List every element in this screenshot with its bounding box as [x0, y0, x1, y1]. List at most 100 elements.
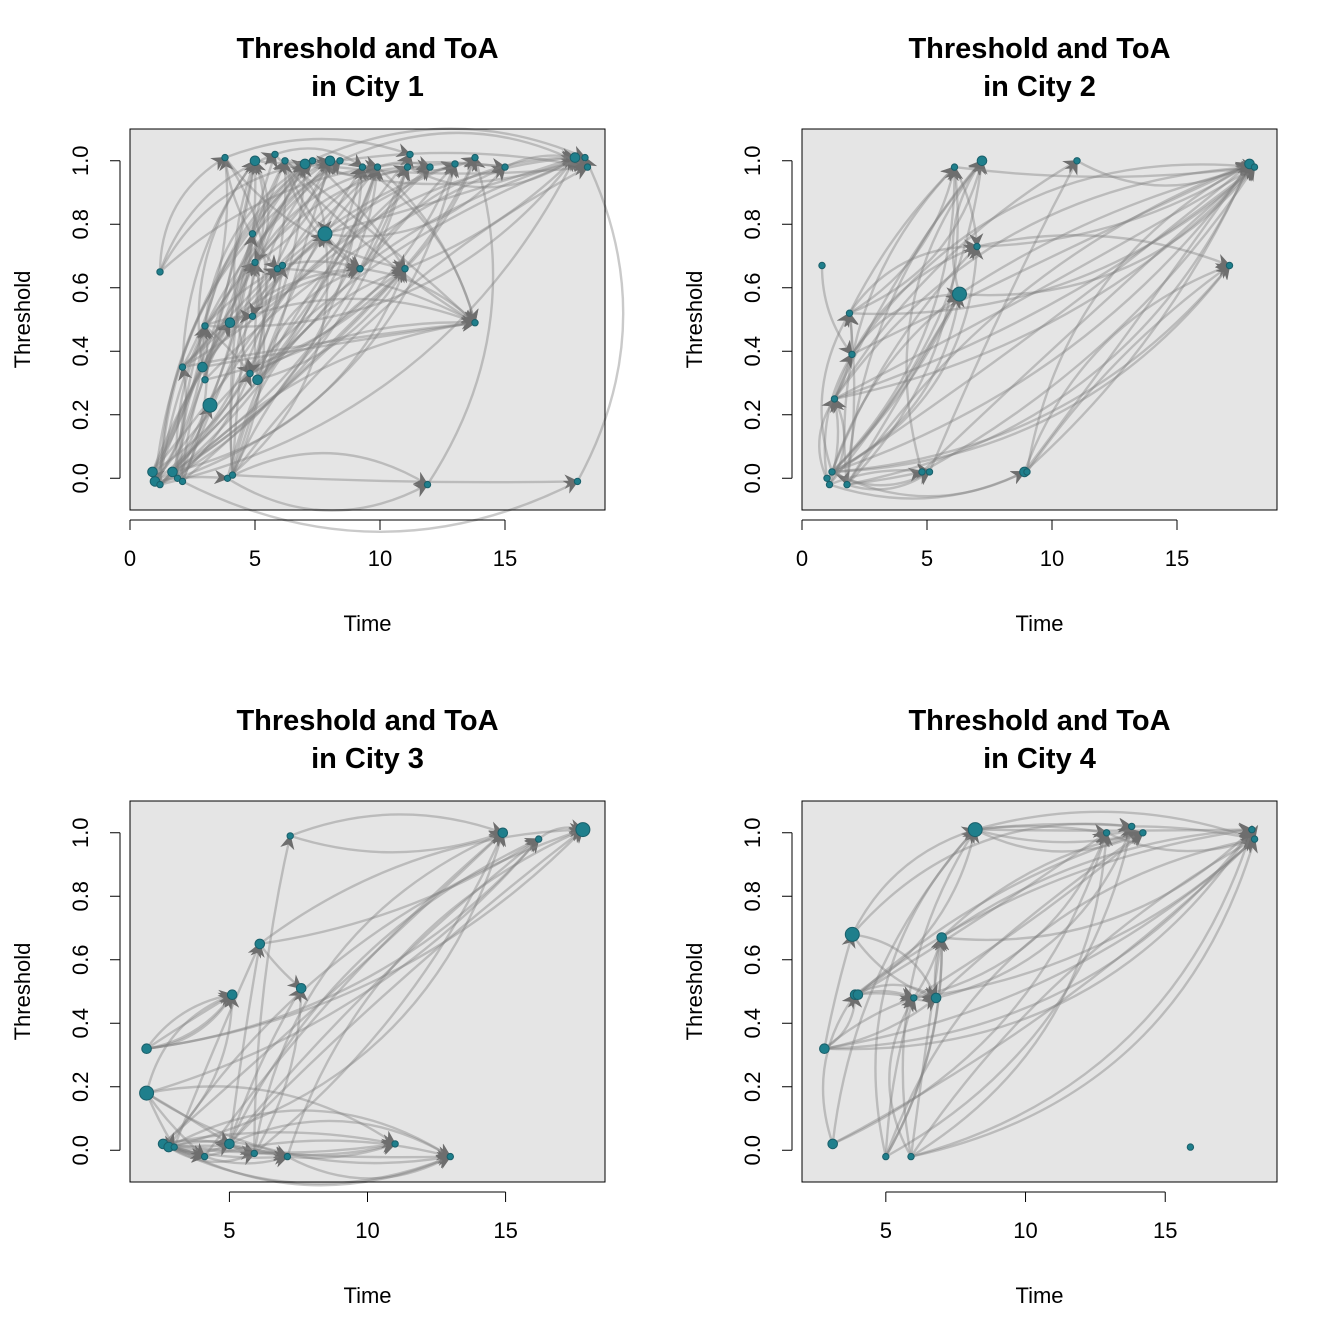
data-point	[575, 822, 591, 838]
network-edge	[846, 161, 1251, 486]
chart-panel-4: 5 10 15 0.0 0.2 0.4 0.6 0.8 1.0 Time Threshold Thre…	[682, 705, 1278, 1308]
data-point	[401, 265, 409, 273]
network-edge	[843, 166, 956, 485]
data-point	[1186, 1143, 1195, 1151]
network-edge	[151, 162, 457, 473]
data-point	[178, 363, 187, 371]
network-edge	[404, 156, 577, 270]
network-edge	[820, 311, 851, 473]
network-edge	[913, 831, 1109, 1000]
network-edge	[821, 993, 857, 1145]
network-edge	[848, 239, 979, 314]
data-point	[246, 369, 254, 378]
network-edge	[832, 838, 1256, 1145]
data-point	[139, 1085, 155, 1101]
network-edge	[181, 480, 579, 533]
network-edge	[253, 831, 505, 1155]
network-edge	[854, 824, 1254, 996]
data-point	[446, 1152, 454, 1161]
x-tick-label: 10	[1013, 1218, 1037, 1243]
network-edge	[830, 245, 979, 473]
network-edge	[823, 933, 856, 1049]
network-edge	[921, 165, 1256, 473]
network-edge	[204, 324, 251, 375]
network-edge	[833, 244, 979, 400]
network-edge	[158, 159, 342, 485]
network-edge	[921, 166, 1256, 473]
network-edge	[959, 165, 1256, 297]
data-point	[226, 989, 238, 1001]
network-edge	[228, 828, 585, 1145]
x-axis-label: Time	[343, 1283, 391, 1308]
network-edge	[146, 1092, 231, 1145]
network-edge	[843, 311, 859, 485]
data-point	[271, 150, 279, 159]
data-point	[825, 480, 834, 489]
network-edge	[204, 165, 507, 381]
network-edge	[256, 266, 362, 381]
y-tick-label: 0.8	[740, 881, 765, 912]
network-edge	[851, 826, 977, 935]
network-edge	[851, 158, 1256, 356]
data-point	[925, 468, 934, 476]
network-edge	[824, 828, 1253, 1050]
data-point	[141, 1043, 152, 1054]
data-point	[324, 155, 336, 167]
data-point	[147, 466, 158, 478]
network-edge	[181, 159, 256, 368]
data-point	[254, 938, 266, 950]
data-point	[843, 480, 851, 489]
y-axis-label: Threshold	[10, 943, 35, 1041]
network-edge	[831, 245, 984, 473]
data-point	[844, 926, 860, 942]
network-edge	[197, 159, 256, 381]
y-tick-label: 0.2	[740, 1071, 765, 1102]
data-point	[471, 319, 479, 327]
network-edge	[850, 287, 961, 356]
network-edge	[910, 828, 1255, 1158]
network-edge	[851, 162, 1251, 356]
plot-frame	[129, 800, 606, 1183]
network-edge	[884, 936, 950, 1158]
data-point	[249, 155, 261, 167]
network-edge	[204, 267, 279, 327]
network-edge	[229, 1140, 397, 1157]
data-point	[156, 480, 164, 489]
network-edge	[824, 838, 1256, 1050]
data-point	[295, 983, 307, 994]
network-edge	[874, 828, 977, 1157]
data-point	[317, 226, 333, 242]
data-point	[200, 1152, 209, 1161]
data-point	[936, 932, 948, 943]
network-edge	[1076, 159, 1251, 187]
data-point	[1250, 163, 1259, 171]
y-axis: 0.0 0.2 0.4 0.6 0.8 1.0	[68, 145, 121, 494]
y-tick-label: 0.6	[68, 944, 93, 975]
data-point	[1139, 829, 1147, 837]
data-point	[1102, 829, 1111, 837]
data-point	[391, 1140, 399, 1148]
network-edge	[286, 1155, 452, 1180]
x-axis: 5 10 15	[880, 1191, 1177, 1243]
network-edge	[888, 996, 915, 1158]
network-edge	[146, 1085, 397, 1145]
y-tick-label: 1.0	[68, 145, 93, 176]
network-edge	[831, 264, 1231, 474]
x-tick-label: 5	[921, 546, 933, 571]
plot-area	[130, 801, 605, 1182]
x-tick-label: 15	[493, 1218, 517, 1243]
y-tick-label: 0.2	[68, 1071, 93, 1102]
y-tick-label: 1.0	[68, 817, 93, 848]
network-edge	[976, 162, 1251, 248]
chart-title: Threshold and ToA	[236, 705, 498, 737]
network-edge	[171, 159, 293, 473]
x-tick-label: 10	[368, 546, 392, 571]
network-edge	[159, 162, 456, 486]
chart-title: in City 1	[311, 71, 424, 103]
network-edge	[151, 324, 211, 473]
x-tick-label: 5	[249, 546, 261, 571]
network-edge	[974, 828, 1145, 853]
network-edge	[848, 165, 959, 315]
data-point	[283, 1152, 292, 1161]
network-edge	[324, 154, 577, 235]
